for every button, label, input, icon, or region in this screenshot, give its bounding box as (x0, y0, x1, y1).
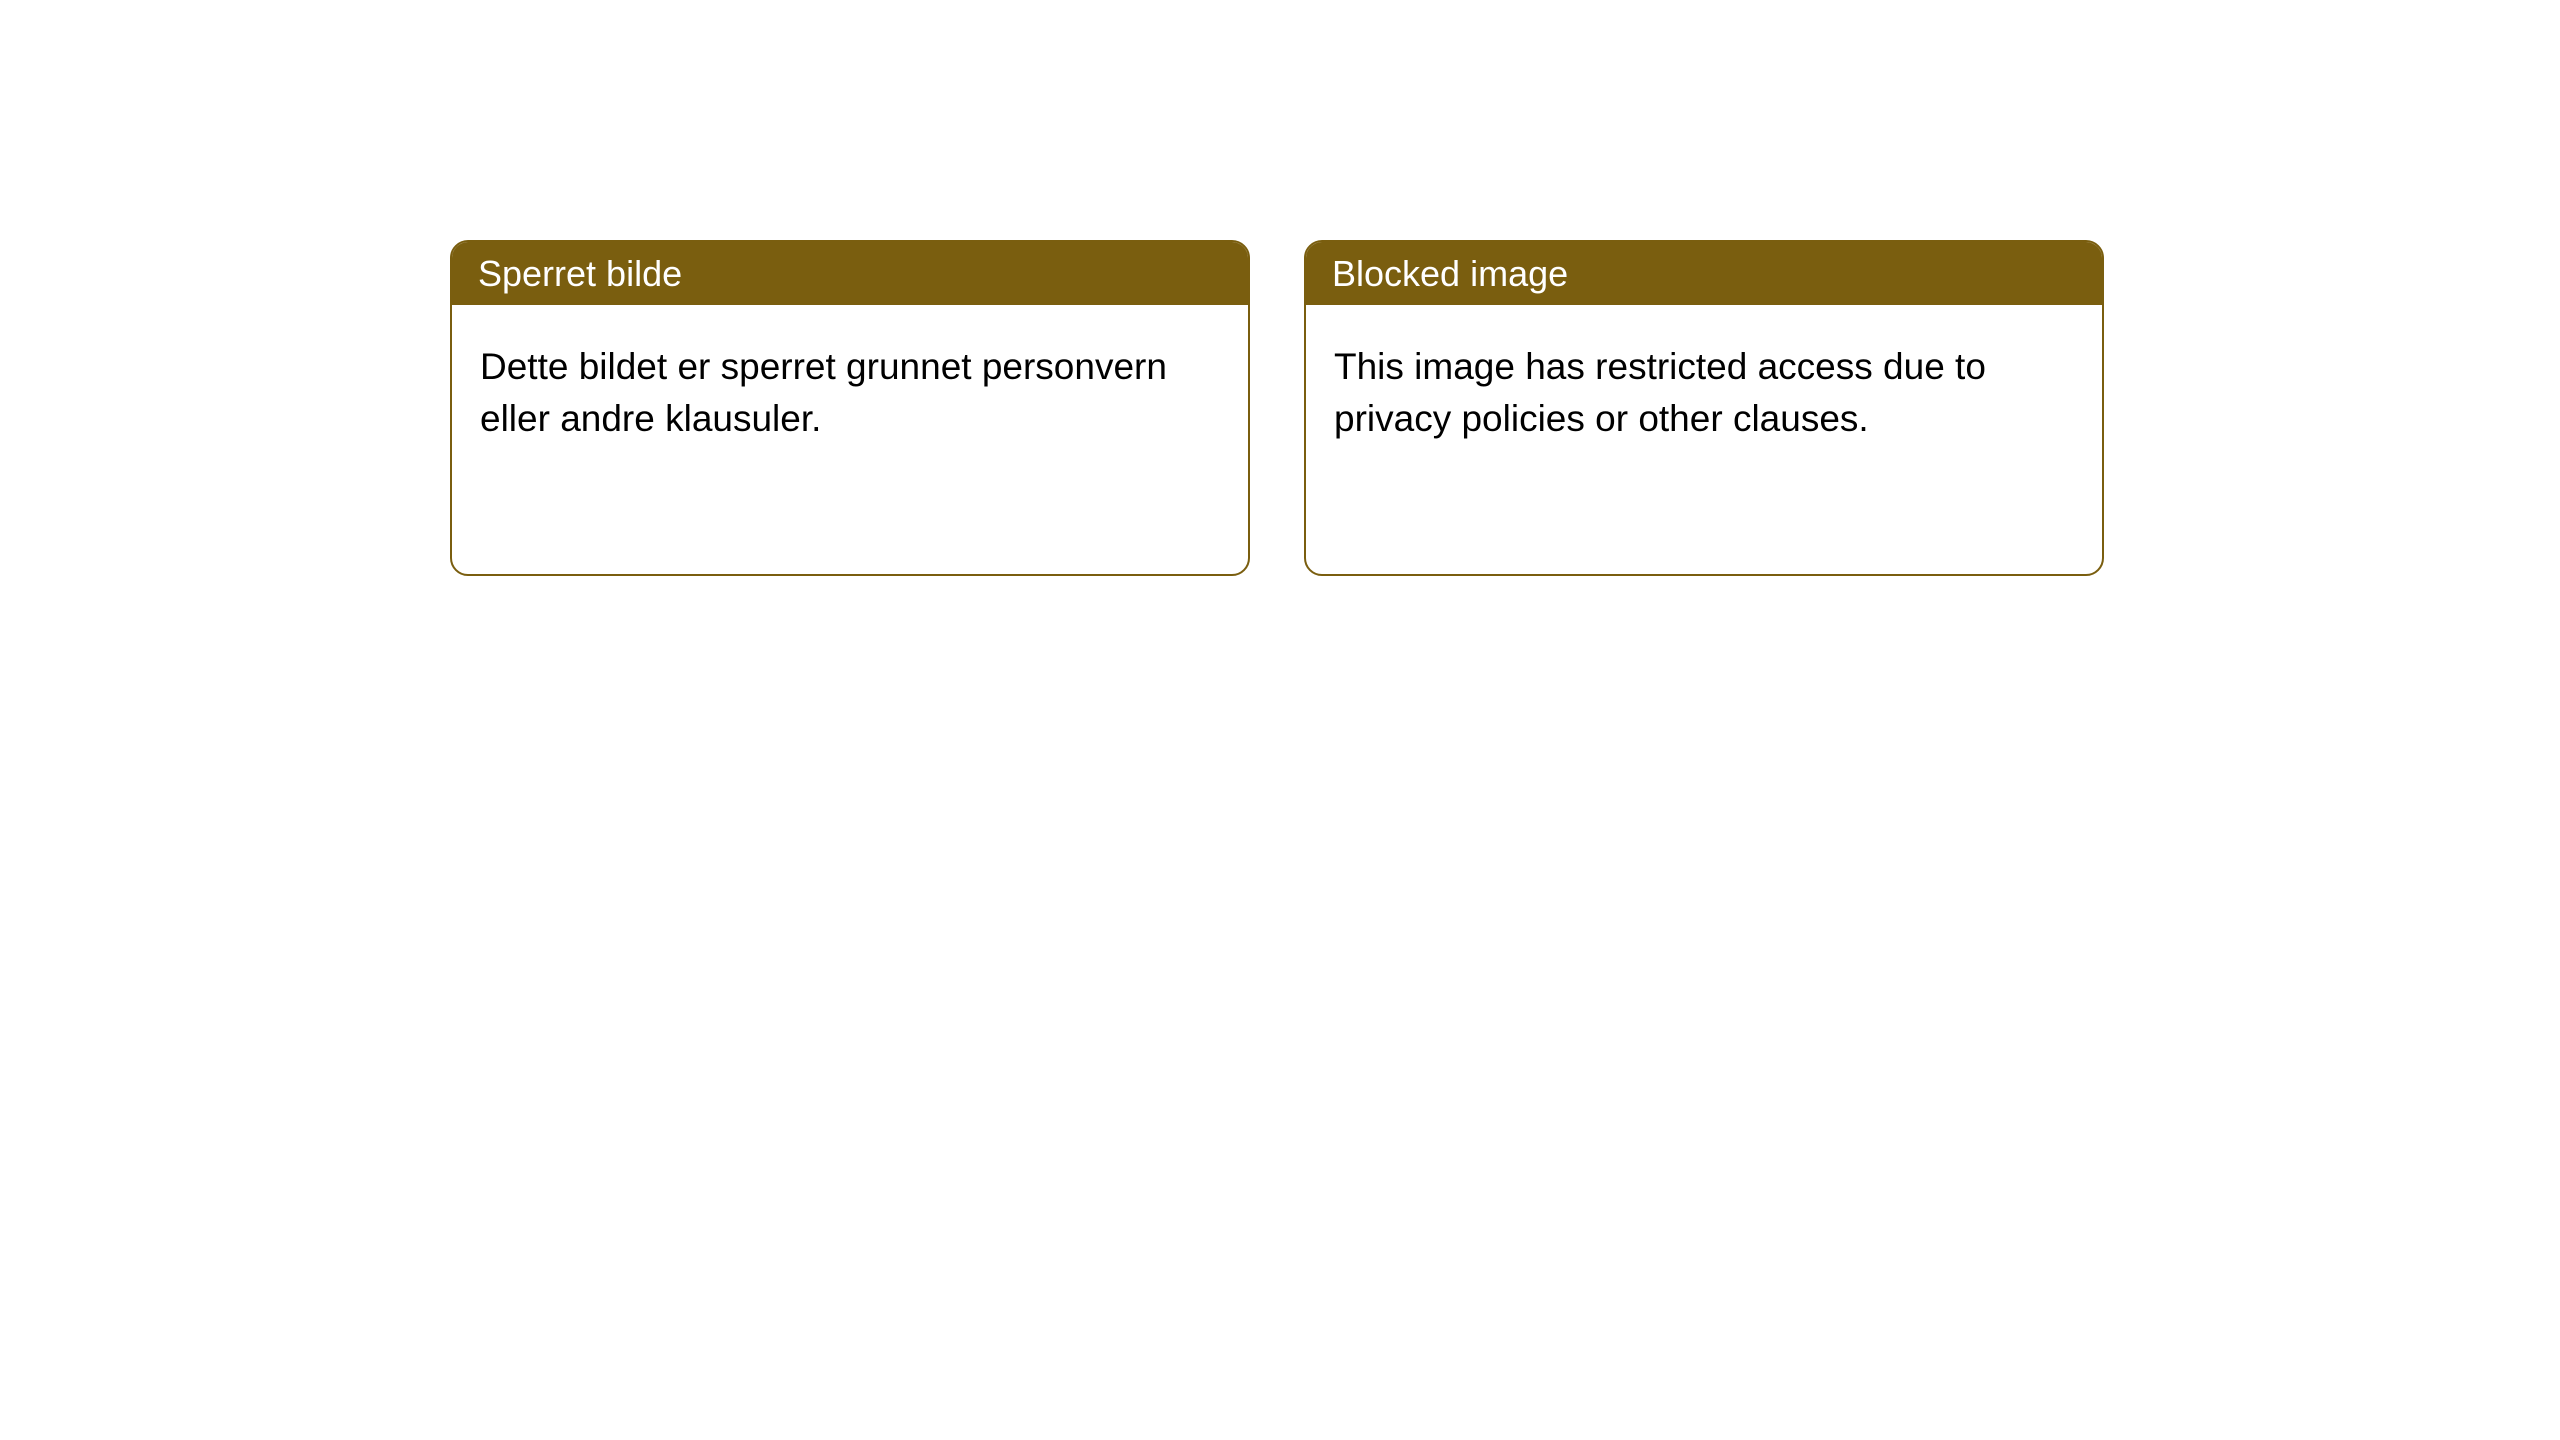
card-body: Dette bildet er sperret grunnet personve… (452, 305, 1248, 481)
notice-card-norwegian: Sperret bilde Dette bildet er sperret gr… (450, 240, 1250, 576)
notice-card-english: Blocked image This image has restricted … (1304, 240, 2104, 576)
notice-cards-container: Sperret bilde Dette bildet er sperret gr… (450, 240, 2104, 576)
card-header: Sperret bilde (452, 242, 1248, 305)
card-body: This image has restricted access due to … (1306, 305, 2102, 481)
card-header: Blocked image (1306, 242, 2102, 305)
